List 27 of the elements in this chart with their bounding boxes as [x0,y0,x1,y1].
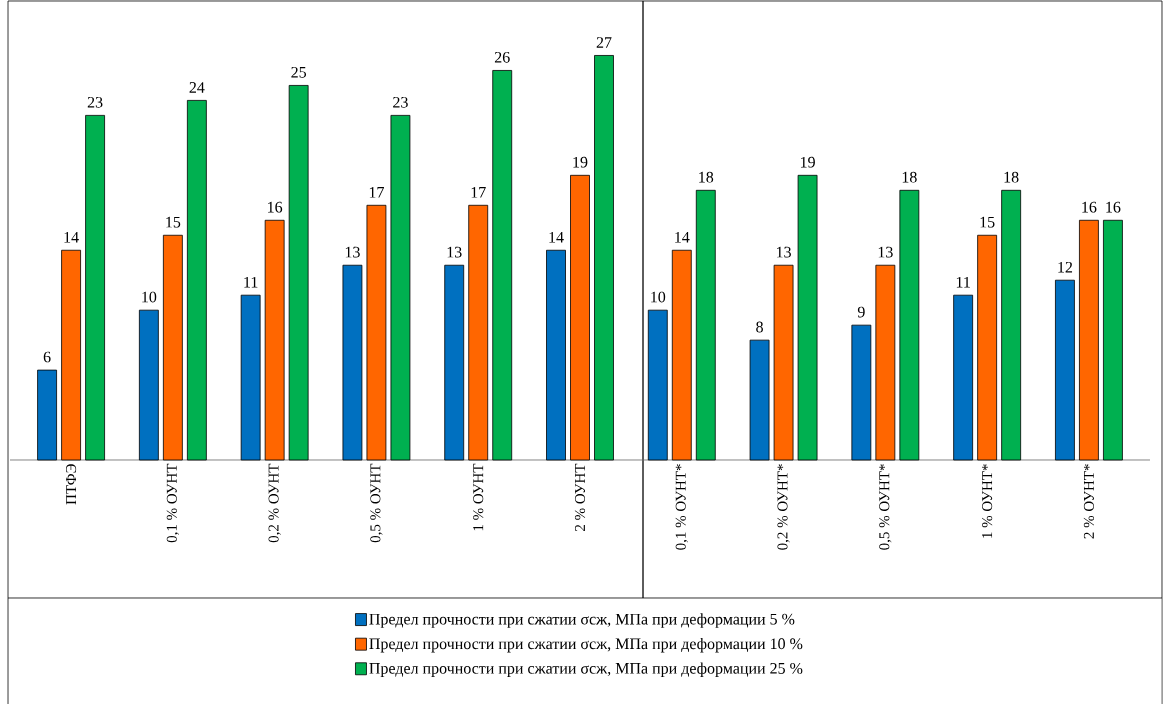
data-label: 16 [268,201,283,213]
data-label: 25 [291,66,307,78]
data-label: 13 [345,246,360,258]
x-tick-label: 2 % ОУНТ [574,463,586,531]
data-label: 24 [189,82,205,93]
data-label: 14 [549,231,564,243]
data-label: 11 [244,276,258,288]
x-tick-label: 0,1 % ОУНТ [166,463,180,543]
data-label: 26 [494,51,510,63]
x-tick-label: 0,2 % ОУНТ [268,463,281,543]
data-label: 17 [369,187,384,198]
x-tick-label: ПТФЭ [66,464,77,505]
data-label: 6 [43,351,51,363]
legend-label: Предел прочности при сжатии σсж, МПа при деформации 5 % [369,613,795,628]
data-label: 23 [87,96,103,108]
data-label: 17 [471,187,486,198]
data-label: 15 [166,216,181,228]
data-label: 23 [393,96,408,108]
legend-label: Предел прочности при сжатии σсж, МПа при деформации 10 % [369,637,803,653]
data-label: 10 [142,291,157,303]
legend-label: Предел прочности при сжатии σсж, МПа при деформации 25 % [369,662,803,677]
data-label: 14 [64,231,79,243]
x-tick-label: 0,5 % ОУНТ [370,463,383,543]
data-label: 13 [447,246,462,258]
data-label: 19 [573,156,588,168]
data-label: 27 [596,37,612,48]
x-tick-label: 1 % ОУНТ [473,463,484,531]
